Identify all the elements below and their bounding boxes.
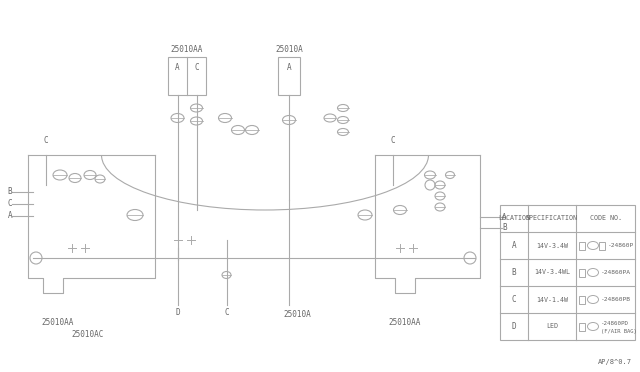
Text: A: A [8,212,12,221]
Text: 25010AC: 25010AC [72,330,104,339]
Text: CODE NO.: CODE NO. [589,215,621,221]
Text: AP/8^0.7: AP/8^0.7 [598,359,632,365]
Text: 25010AA: 25010AA [171,45,203,54]
Text: C: C [8,199,12,208]
Text: SPECIFICATION: SPECIFICATION [526,215,578,221]
Text: D: D [512,322,516,331]
Text: A: A [175,63,180,72]
Text: 14V-1.4W: 14V-1.4W [536,296,568,302]
Bar [278,57,300,95]
Text: C: C [390,136,396,145]
Text: C: C [44,136,48,145]
Text: C: C [194,63,199,72]
Text: 14V-3.4WL: 14V-3.4WL [534,269,570,276]
Text: LED: LED [546,324,558,330]
Text: B: B [512,268,516,277]
Text: 14V-3.4W: 14V-3.4W [536,243,568,248]
Text: LOCATION: LOCATION [498,215,530,221]
Bar [599,241,605,250]
Bar [579,269,585,276]
Bar [579,295,585,304]
Text: 25010AA: 25010AA [42,318,74,327]
Text: B: B [8,187,12,196]
Text: C: C [224,308,229,317]
Text: 25010A: 25010A [283,310,311,319]
Bar [168,57,206,95]
Text: D: D [175,308,180,317]
Text: (F/AIR BAG): (F/AIR BAG) [601,329,637,334]
Text: B: B [502,224,507,232]
Text: 25010A: 25010A [275,45,303,54]
Bar [500,205,635,340]
Text: -24860P: -24860P [608,243,634,248]
Text: A: A [502,212,507,221]
Text: -24860PD: -24860PD [601,321,629,326]
Bar [579,323,585,330]
Text: 25010AA: 25010AA [389,318,421,327]
Bar [579,241,585,250]
Text: C: C [512,295,516,304]
Text: -24860PA: -24860PA [601,270,631,275]
Text: A: A [512,241,516,250]
Text: -24860PB: -24860PB [601,297,631,302]
Text: A: A [287,63,291,72]
